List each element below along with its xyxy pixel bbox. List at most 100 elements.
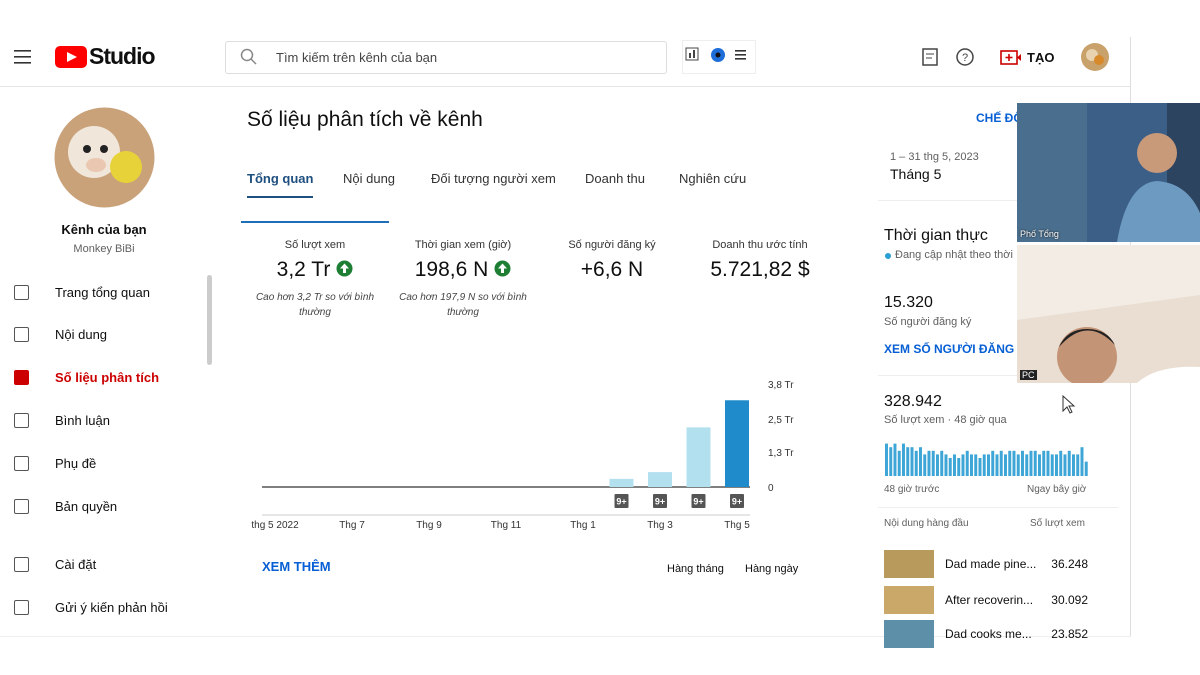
spark-bar: [1021, 450, 1024, 476]
spark-bar: [982, 454, 986, 476]
spark-bar: [948, 458, 952, 476]
tab[interactable]: Nội dung: [343, 171, 396, 186]
x-tick-label: Thg 1: [570, 520, 596, 531]
menu-item[interactable]: Trang tổng quan: [55, 285, 150, 300]
x-tick-label: Thg 3: [647, 520, 673, 531]
x-tick-label: Thg 5: [724, 520, 750, 531]
menu-icon[interactable]: [14, 327, 29, 342]
spark-bar: [1004, 454, 1007, 476]
metric-value: 198,6 N: [414, 258, 489, 281]
spark-bar: [893, 443, 897, 476]
metric-label: Số lượt xem: [284, 239, 346, 251]
webcam-video: [1017, 245, 1200, 383]
badge: [691, 494, 706, 508]
metric-note: Cao hơn 3,2 Tr so với bình thường: [255, 292, 375, 318]
menu-icon[interactable]: [14, 413, 29, 428]
spark-bar: [1080, 447, 1084, 476]
create-button[interactable]: TẠO: [1027, 50, 1055, 65]
spark-bar: [1012, 450, 1016, 476]
selected-metric-bar: [241, 221, 389, 223]
tab[interactable]: Đối tượng người xem: [431, 171, 556, 186]
toolbar[interactable]: [682, 40, 756, 74]
sidebar-scrollbar[interactable]: [207, 275, 212, 365]
search-placeholder[interactable]: Tìm kiếm trên kênh của bạn: [276, 50, 438, 65]
spark-bar: [1084, 461, 1088, 476]
menu-item[interactable]: Số liệu phân tích: [55, 370, 160, 385]
subscribers: 15.320: [884, 294, 933, 311]
video-title[interactable]: After recoverin...: [945, 593, 1034, 607]
spark-start: 48 giờ trước: [884, 484, 940, 495]
video-thumbnail[interactable]: [884, 620, 934, 648]
spark-bar: [1055, 454, 1058, 476]
search-box[interactable]: [225, 41, 667, 74]
spark-bar: [1029, 450, 1033, 476]
spark-bar: [953, 454, 956, 476]
y-tick-label: 1,3 Tr: [768, 448, 794, 459]
spark-bar: [961, 454, 965, 476]
video-thumbnail[interactable]: [884, 550, 934, 578]
see-subscribers[interactable]: XEM SỐ NGƯỜI ĐĂNG K: [884, 342, 1027, 356]
account-avatar[interactable]: [1080, 42, 1110, 72]
metric-label: Doanh thu ước tính: [712, 239, 808, 251]
views: 328.942: [884, 393, 942, 410]
trend-up: [336, 260, 353, 277]
divider: [878, 507, 1118, 508]
menu-button[interactable]: [14, 49, 32, 65]
period: Tháng 5: [890, 166, 942, 182]
tab[interactable]: Doanh thu: [585, 171, 645, 186]
metric-label: Thời gian xem (giờ): [414, 239, 512, 251]
video-title[interactable]: Dad cooks me...: [945, 627, 1032, 641]
tab[interactable]: Tổng quan: [247, 171, 314, 186]
channel-name: Monkey BiBi: [73, 243, 135, 255]
menu-item[interactable]: Cài đặt: [55, 557, 97, 572]
logo-icon[interactable]: [55, 46, 87, 68]
video-thumbnail[interactable]: [884, 586, 934, 614]
metric-label: Số người đăng ký: [568, 239, 656, 251]
menu-icon[interactable]: [14, 456, 29, 471]
menu-item[interactable]: Gửi ý kiến phản hồi: [55, 600, 168, 615]
spark-bar: [940, 450, 944, 476]
bar: [648, 472, 672, 487]
menu-icon[interactable]: [14, 499, 29, 514]
menu-icon[interactable]: [14, 285, 29, 300]
spark-bar: [999, 450, 1003, 476]
metric-note: Cao hơn 197,9 N so với bình thường: [399, 292, 527, 318]
video-views: 30.092: [1051, 593, 1088, 607]
spark-bar: [991, 450, 995, 476]
badge: [730, 494, 744, 508]
menu-item[interactable]: Bản quyền: [55, 499, 118, 514]
spark-bar: [931, 450, 935, 476]
mode-button[interactable]: CHẾ ĐỘ: [976, 111, 1023, 125]
spark-bar: [1025, 454, 1029, 476]
y-tick-label: 3,8 Tr: [768, 380, 794, 391]
spark-bar: [944, 454, 948, 476]
period-option[interactable]: Hàng ngày: [745, 563, 799, 575]
menu-icon[interactable]: [14, 600, 29, 615]
menu-icon[interactable]: [14, 557, 29, 572]
menu-item[interactable]: Nội dung: [55, 327, 108, 342]
channel-avatar[interactable]: [54, 107, 155, 208]
header-icons[interactable]: ?: [921, 47, 981, 69]
spark-bar: [1042, 450, 1046, 476]
badge: [653, 494, 667, 508]
spark-bar: [965, 450, 969, 476]
divider: [878, 200, 1118, 201]
menu-icon[interactable]: [14, 370, 29, 385]
x-tick-label: Thg 9: [416, 520, 442, 531]
spark-bar: [970, 454, 973, 476]
tab[interactable]: Nghiên cứu: [679, 171, 747, 186]
channel-title: Kênh của bạn: [61, 222, 147, 237]
see-more[interactable]: XEM THÊM: [262, 559, 331, 574]
live-dot: [885, 253, 891, 259]
menu-item[interactable]: Phụ đề: [55, 456, 97, 471]
views-label: Số lượt xem · 48 giờ qua: [884, 414, 1007, 426]
logo-text[interactable]: Studio: [89, 43, 156, 69]
menu-item[interactable]: Bình luận: [55, 413, 110, 428]
spark-bar: [936, 454, 939, 476]
create-icon[interactable]: [1000, 49, 1022, 67]
metric-value: 3,2 Tr: [276, 258, 331, 281]
subscribers-label: Số người đăng ký: [884, 316, 972, 328]
video-title[interactable]: Dad made pine...: [945, 557, 1037, 571]
badge-label: 9+: [732, 497, 742, 507]
period-option[interactable]: Hàng tháng: [667, 563, 724, 575]
